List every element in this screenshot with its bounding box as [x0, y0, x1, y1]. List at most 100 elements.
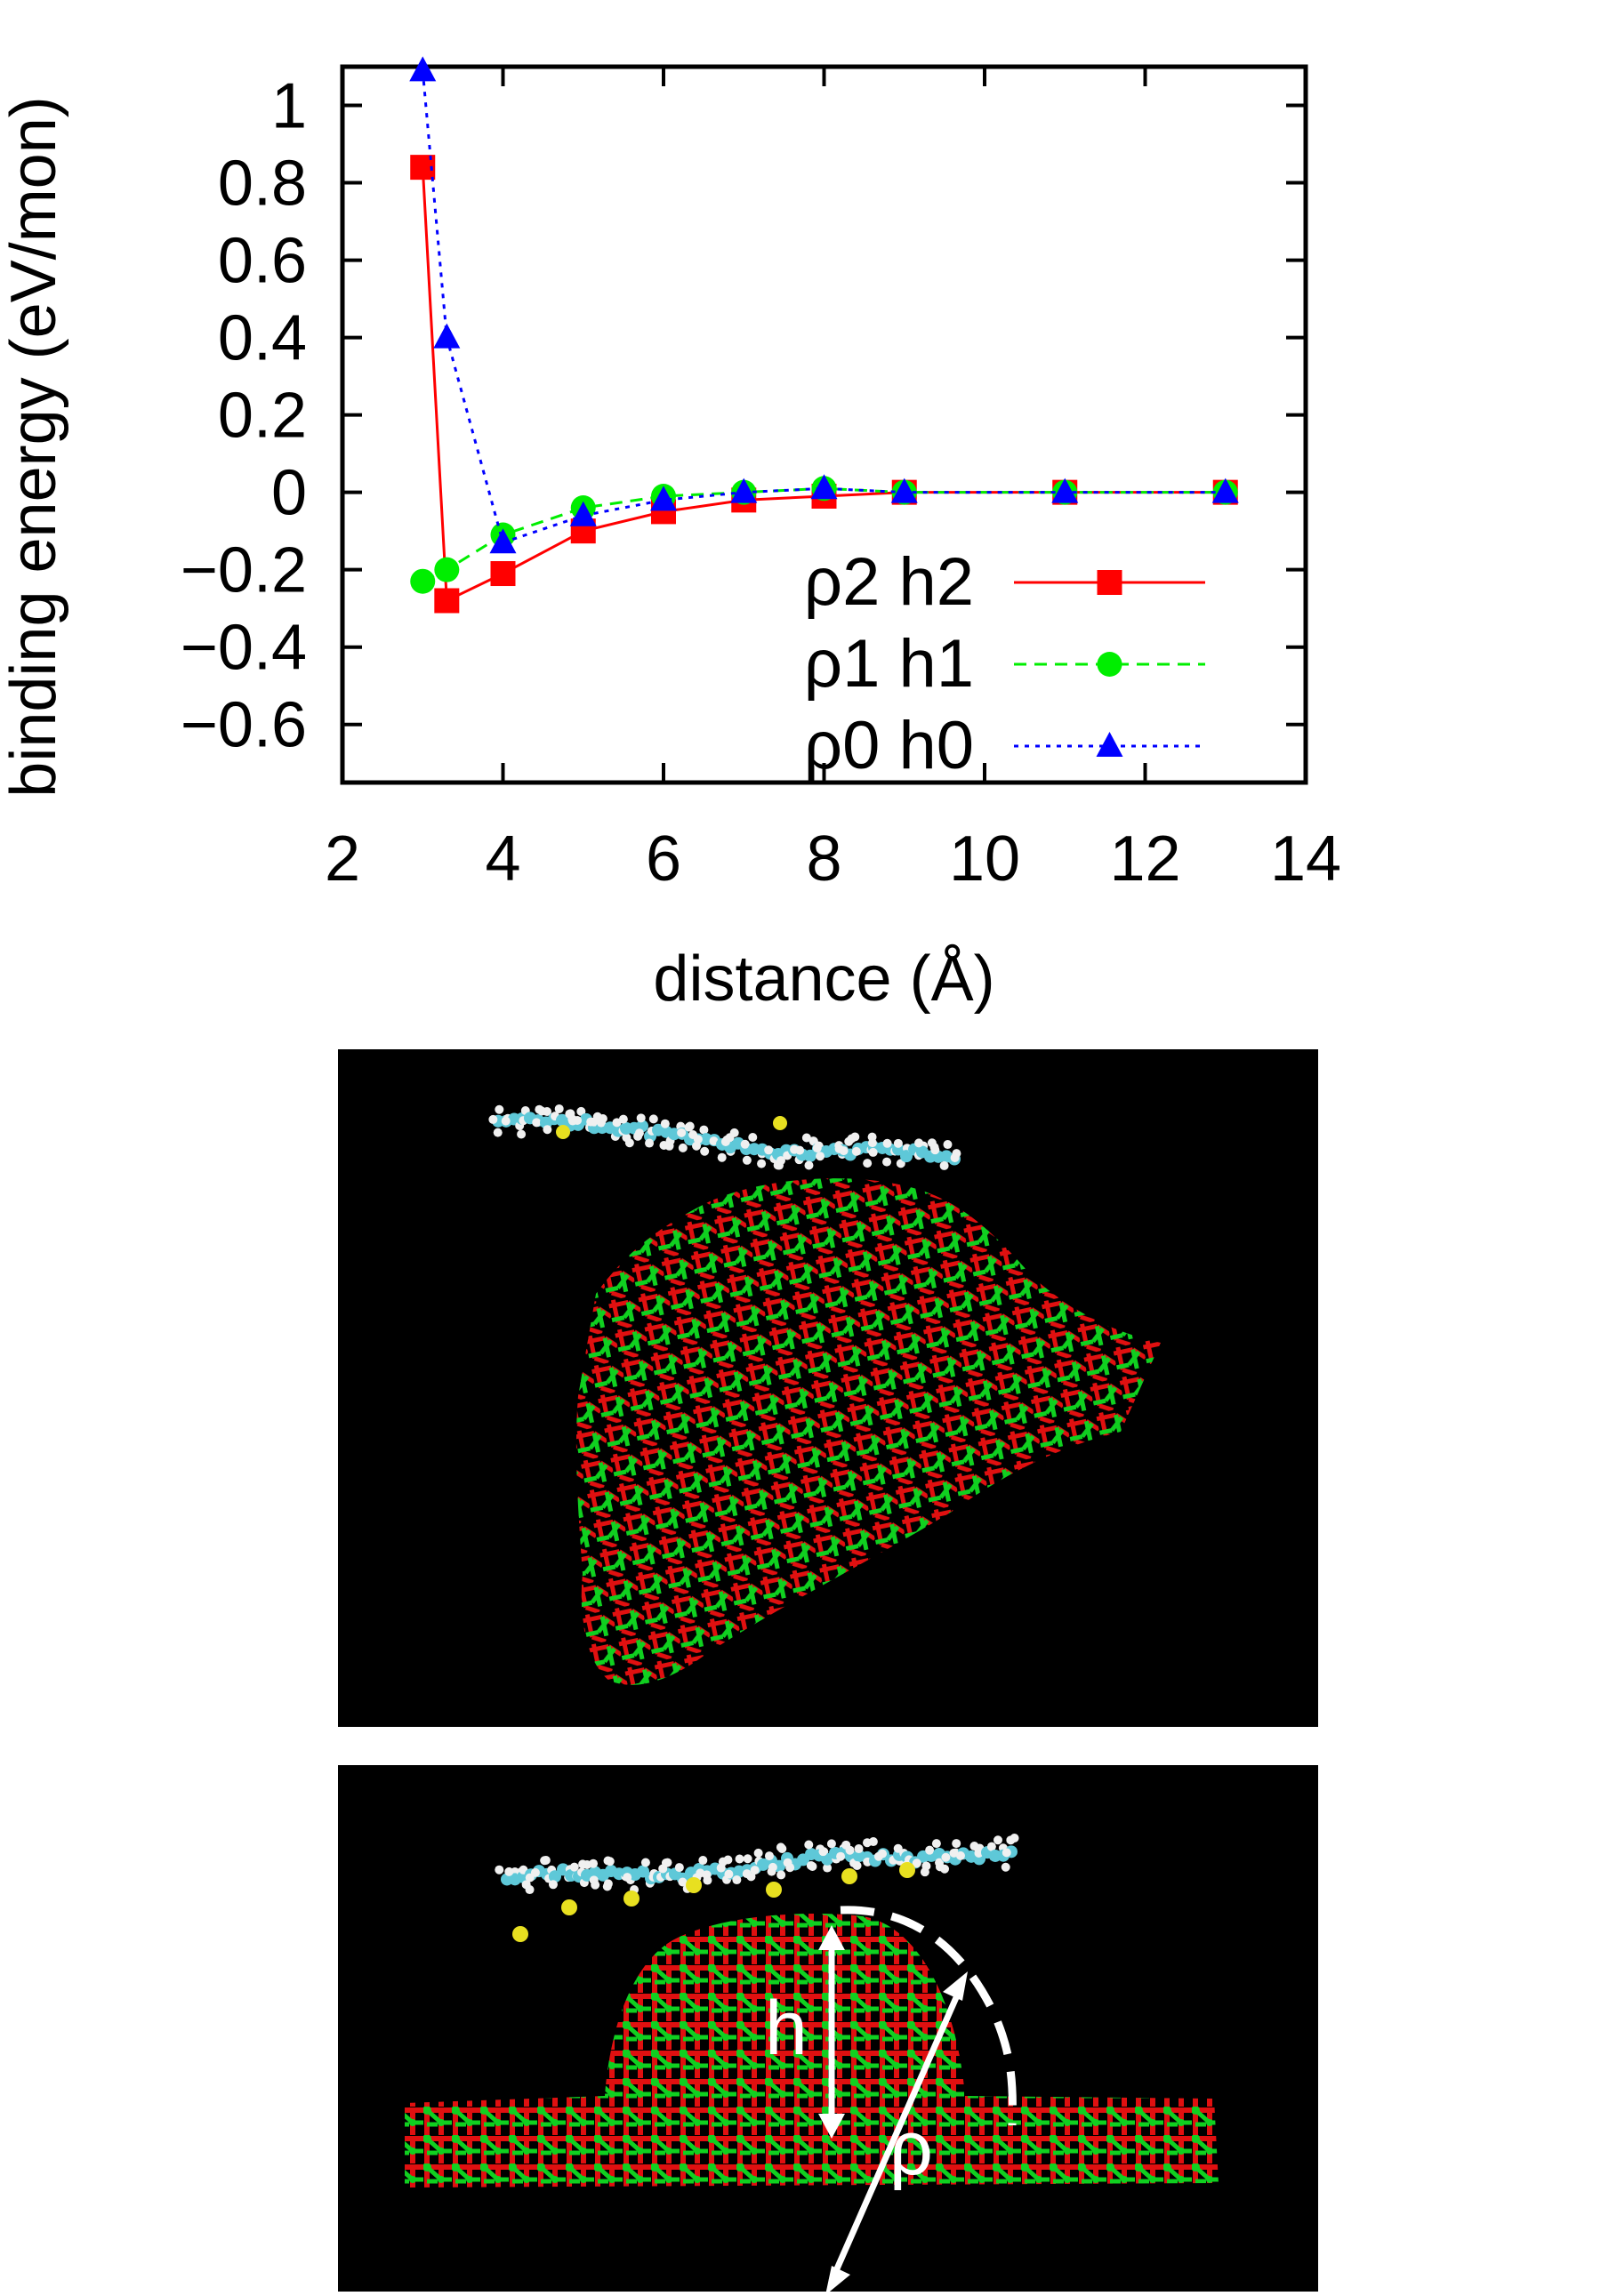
hydrogen-atom	[935, 1862, 945, 1872]
hydrogen-atom	[495, 1104, 504, 1114]
hydrogen-atom	[699, 1125, 709, 1135]
bottom-molecular-render: h ρ	[338, 1765, 1318, 2292]
hydrogen-atom	[735, 1854, 744, 1864]
hydrogen-atom	[852, 1860, 862, 1870]
y-tick-label: 0	[271, 458, 307, 529]
y-tick-label: 0.8	[218, 149, 307, 220]
hydrogen-atom	[660, 1119, 670, 1128]
hydrogen-atom	[521, 1880, 531, 1890]
hydrogen-atom	[495, 1865, 504, 1875]
hydrogen-atom	[748, 1133, 758, 1143]
data-point	[409, 56, 437, 82]
hydrogen-atom	[1002, 1848, 1011, 1858]
top-molecular-render	[338, 1049, 1318, 1727]
hydrogen-atom	[882, 1138, 892, 1148]
silica-surface-top-view	[575, 1178, 1161, 1685]
hydrogen-atom	[692, 1141, 702, 1151]
hydrogen-atom	[914, 1138, 924, 1148]
hydrogen-atom	[952, 1149, 961, 1159]
hydrogen-atom	[850, 1132, 860, 1142]
hydrogen-atom	[717, 1152, 727, 1162]
hydrogen-atom	[845, 1845, 855, 1855]
hydrogen-atom	[867, 1132, 877, 1142]
hydrogen-atom	[742, 1155, 752, 1165]
series-2	[409, 56, 1239, 554]
series-line	[421, 167, 1226, 603]
sulfur-atom	[899, 1862, 915, 1878]
hydrogen-atom	[943, 1140, 953, 1150]
y-tick-label: −0.4	[181, 613, 307, 684]
hydrogen-atom	[812, 1144, 822, 1153]
y-tick-label: 0.6	[218, 226, 307, 297]
hydrogen-atom	[952, 1839, 961, 1849]
hydrogen-atom	[743, 1854, 752, 1864]
hydrogen-atom	[764, 1851, 774, 1861]
series-line	[421, 70, 1226, 545]
hydrogen-atom	[573, 1115, 583, 1125]
binding-energy-chart: 2 4 6 8 10 12 14 10.80.60.40.20−0.2−0.4−0.6 ρ2 …	[0, 56, 1341, 1015]
hydrogen-atom	[685, 1121, 695, 1131]
hydrogen-atom	[753, 1848, 763, 1858]
x-tick-label: 10	[949, 823, 1020, 895]
y-tick-label: 0.2	[218, 381, 307, 452]
sulfur-atom	[556, 1125, 570, 1139]
hydrogen-atom	[724, 1869, 734, 1879]
radius-arrow	[825, 1971, 968, 2292]
hydrogen-atom	[993, 1835, 1002, 1845]
hydrogen-atom	[576, 1106, 586, 1116]
hydrogen-atom	[949, 1848, 959, 1858]
data-point	[890, 478, 918, 503]
hydrogen-atom	[816, 1152, 825, 1161]
hydrogen-atom	[868, 1147, 878, 1157]
hydrogen-atom	[783, 1858, 792, 1867]
adsorbed-molecule-top	[488, 1104, 961, 1170]
data-point	[1211, 478, 1239, 503]
x-tick-label: 4	[485, 823, 520, 895]
sulfur-atom	[766, 1882, 782, 1898]
hydrogen-atom	[777, 1843, 787, 1853]
hydrogen-atom	[541, 1855, 551, 1865]
hydrogen-atom	[818, 1847, 828, 1857]
hydrogen-atom	[804, 1840, 814, 1850]
hydrogen-atom	[925, 1845, 935, 1855]
x-tick-label: 2	[325, 823, 360, 895]
hydrogen-atom	[836, 1851, 846, 1861]
data-point	[730, 478, 758, 503]
hydrogen-atom	[678, 1143, 688, 1152]
hydrogen-atom	[605, 1857, 615, 1867]
hydrogen-atom	[589, 1875, 599, 1885]
hydrogen-atom	[702, 1870, 712, 1880]
hydrogen-atom	[636, 1113, 646, 1123]
y-axis-label: binding energy (eV/mon)	[0, 96, 69, 797]
hydrogen-atom	[893, 1138, 903, 1148]
hydrogen-atom	[698, 1856, 708, 1866]
hydrogen-atom	[488, 1114, 498, 1124]
legend-marker	[1097, 652, 1122, 677]
hydrogen-atom	[804, 1160, 814, 1170]
hydrogen-atom	[740, 1139, 750, 1149]
hydrogen-atom	[700, 1146, 710, 1156]
hydrogen-atom	[693, 1135, 703, 1144]
hydrogen-atom	[742, 1869, 752, 1879]
sulfur-atom	[773, 1116, 787, 1130]
hydrogen-atom	[618, 1114, 628, 1124]
hydrogen-atom	[801, 1133, 811, 1143]
hydrogen-atom	[776, 1870, 786, 1880]
hydrogen-atom	[493, 1128, 503, 1137]
hydrogen-atom	[709, 1136, 719, 1146]
y-tick-label: −0.2	[181, 535, 307, 606]
hydrogen-atom	[930, 1145, 940, 1155]
x-tick-label: 6	[646, 823, 681, 895]
data-point	[569, 501, 597, 526]
hydrogen-atom	[931, 1839, 941, 1849]
hydrogen-atom	[678, 1877, 688, 1887]
legend-marker	[1096, 732, 1123, 757]
hydrogen-atom	[768, 1862, 777, 1872]
series-line	[422, 486, 1226, 583]
hydrogen-atom	[927, 1138, 937, 1148]
data-point	[410, 568, 436, 594]
x-tick-label: 14	[1270, 823, 1341, 895]
sulfur-atom	[841, 1868, 857, 1884]
hydrogen-atom	[664, 1141, 674, 1151]
height-arrow	[818, 1925, 845, 2139]
